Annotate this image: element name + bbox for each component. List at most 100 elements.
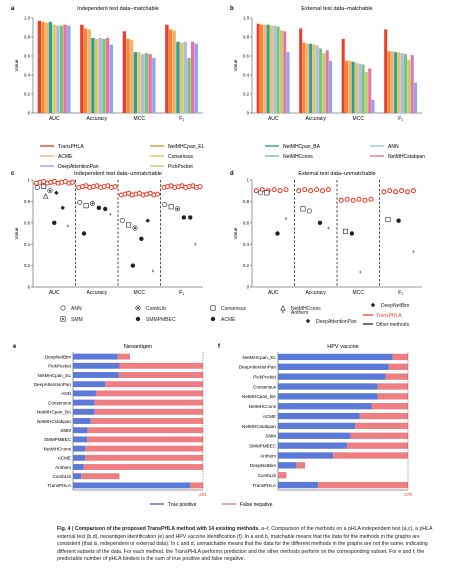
marker-dot	[96, 205, 102, 211]
marker-dot	[139, 236, 144, 242]
category-label: ACME	[58, 456, 71, 461]
panel-title: External test data–unmatchable	[298, 171, 375, 177]
marker-small-diamond	[66, 224, 70, 228]
bar	[407, 59, 411, 113]
legend-label: ANN	[388, 144, 399, 150]
legend-label: PickPocket	[168, 164, 193, 170]
total-label: 278	[404, 492, 412, 497]
legend-label: SMMPMBEC	[146, 317, 176, 323]
bar	[387, 51, 391, 113]
panel-letter: e	[13, 344, 17, 350]
marker-dot	[349, 231, 355, 236]
x-tick-label: Accuracy	[305, 116, 326, 122]
marker-transphla	[308, 188, 314, 194]
bar-false-negative	[278, 472, 287, 479]
bar	[130, 39, 134, 113]
marker-dot	[396, 218, 401, 223]
marker-diamond	[145, 218, 150, 223]
bar	[354, 62, 358, 113]
bar	[80, 24, 84, 113]
marker-circle	[306, 208, 312, 214]
bar-false-negative	[119, 362, 203, 369]
category-label: DeepNetBim	[250, 463, 276, 468]
marker-dot	[135, 316, 141, 322]
bar-true-positive	[278, 383, 378, 390]
bar-false-negative	[117, 353, 131, 360]
marker-circle	[257, 190, 263, 196]
x-tick-label: MCC	[353, 290, 365, 296]
bar-true-positive	[73, 390, 96, 397]
category-label: ANN	[61, 391, 71, 396]
legend-label: Other methods	[376, 322, 410, 328]
marker-center	[137, 307, 139, 309]
panel-title: External test data–matchable	[301, 6, 372, 12]
category-label: TransPHLA	[47, 483, 72, 488]
y-tick-label: 0	[28, 111, 31, 116]
bar-true-positive	[278, 422, 356, 430]
marker-transphla	[319, 188, 326, 194]
y-tick-label: 1	[28, 178, 31, 183]
y-axis-label: Value	[233, 59, 239, 71]
bar-true-positive	[73, 427, 88, 434]
panel-letter: a	[11, 6, 15, 12]
bar	[368, 68, 372, 113]
category-label: NetMHCcons	[44, 446, 72, 451]
bar	[273, 25, 277, 114]
y-axis-label: Value	[14, 59, 20, 71]
bar	[348, 60, 352, 113]
legend-label: NetMHCcons	[283, 154, 313, 160]
category-label: SMMPMBEC	[44, 437, 72, 442]
legend-label: ACME	[58, 154, 73, 160]
marker-transphla	[314, 187, 320, 193]
y-tick-label: 0	[247, 285, 250, 290]
bar	[414, 82, 418, 113]
category-label: PickPocket	[48, 364, 71, 369]
bar	[279, 30, 283, 114]
marker-transphla	[344, 196, 350, 202]
bar-false-negative	[355, 422, 408, 430]
y-tick-label: 0.6	[243, 220, 250, 225]
legend-label: False negative	[240, 502, 273, 508]
marker-transphla	[393, 189, 399, 195]
y-tick-label: 0.4	[24, 73, 31, 78]
subscript: 1	[182, 118, 184, 122]
marker-transphla	[399, 188, 405, 194]
category-label: ACME	[263, 414, 276, 419]
marker-transphla	[69, 179, 76, 185]
marker-center	[62, 318, 64, 320]
bar-true-positive	[278, 403, 372, 410]
bar-true-positive	[278, 452, 334, 459]
marker-dot	[181, 215, 187, 220]
bar-true-positive	[73, 473, 82, 480]
bar	[384, 29, 388, 113]
total-label: 221	[199, 492, 207, 497]
marker-transphla	[302, 187, 308, 193]
bar-false-negative	[85, 445, 203, 452]
marker-transphla	[283, 187, 289, 193]
bar-false-negative	[118, 372, 203, 378]
bar	[329, 60, 333, 113]
bar	[105, 37, 110, 114]
bar	[109, 44, 114, 113]
bar-true-positive	[73, 482, 191, 489]
bar	[302, 42, 306, 114]
bar-false-negative	[105, 381, 203, 388]
bar	[102, 38, 106, 113]
bar	[98, 37, 102, 114]
x-tick-label: MCC	[134, 116, 146, 122]
category-label: NetMHCstabpan	[242, 424, 276, 429]
bar-false-negative	[377, 383, 408, 390]
bar-false-negative	[94, 399, 203, 406]
y-tick-label: 0.2	[24, 92, 31, 97]
y-tick-label: 0.2	[243, 263, 250, 268]
bar-true-positive	[73, 445, 86, 452]
bar-true-positive	[73, 372, 119, 378]
marker-center	[49, 189, 51, 192]
marker-square	[83, 203, 89, 209]
bar-true-positive	[73, 436, 88, 443]
y-tick-label: 0.8	[243, 35, 250, 40]
bar	[63, 24, 67, 113]
bar	[122, 31, 127, 113]
panel-f: f HPV vaccine NetMHCpan_EL DeepAttentionPan…	[218, 344, 412, 497]
legend-label: DeepAttentionPan	[316, 319, 357, 325]
